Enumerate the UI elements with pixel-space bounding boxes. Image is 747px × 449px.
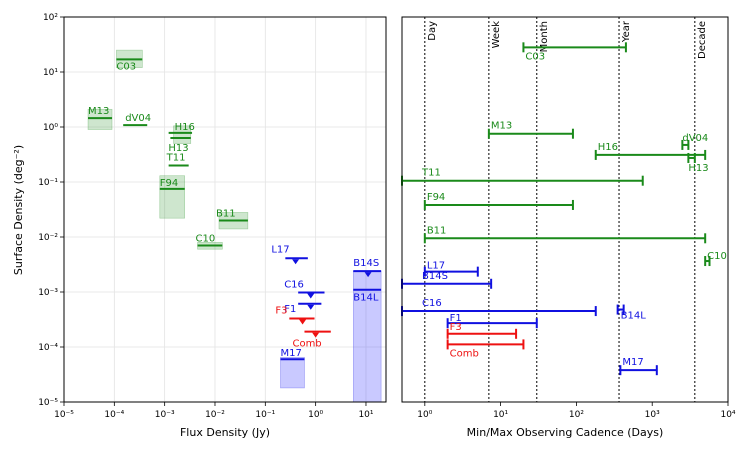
cadence-label-b14s: B14S [422,271,448,282]
cadence-label-f3: F3 [450,322,462,333]
cadence-label-f1: F1 [450,313,462,324]
survey-label-f1: F1 [284,304,296,315]
survey-marker-c16 [307,293,315,299]
survey-label-comb: Comb [292,339,321,350]
reference-label-decade: Decade [697,21,708,59]
right-x-axis-label: Min/Max Observing Cadence (Days) [467,426,664,439]
survey-box-f94 [159,175,185,219]
x-tick-label: 10⁻¹ [255,410,275,420]
y-tick-label: 10⁰ [43,123,58,133]
cadence-label-h13: H13 [688,163,708,174]
cadence-label-m13: M13 [491,121,512,132]
y-tick-label: 10⁻⁵ [38,398,58,408]
cadence-label-f94: F94 [427,192,445,203]
cadence-label-comb: Comb [450,348,479,359]
y-tick-label: 10⁻¹ [38,178,58,188]
reference-label-week: Week [491,21,502,49]
survey-label-b14s: B14S [353,258,379,269]
cadence-label-b14l: B14L [621,311,647,322]
cadence-label-b11: B11 [427,225,447,236]
x-tick-label: 10⁰ [308,410,323,420]
survey-marker-b14s [364,272,372,278]
x-tick-label: 10⁻² [205,410,225,420]
survey-label-l17: L17 [271,244,289,255]
cadence-label-t11: T11 [421,168,441,179]
cadence-label-dv04: dV04 [682,133,708,144]
left-y-axis-label: Surface Density (deg⁻²) [12,145,25,275]
x-tick-label: 10⁴ [720,410,735,420]
x-tick-label: 10¹ [358,410,373,420]
left-plot-frame [63,16,387,403]
x-tick-label: 10⁻⁵ [54,410,74,420]
survey-box-h16 [173,125,192,144]
survey-label-h13: H13 [168,143,188,154]
survey-label-t11: T11 [166,152,186,163]
reference-label-day: Day [427,21,438,41]
survey-marker-comb [312,332,320,338]
y-tick-label: 10⁻⁴ [38,343,58,353]
cadence-label-c10: C10 [707,251,727,262]
survey-label-c03: C03 [116,61,136,72]
right-plot-frame [401,16,729,403]
survey-label-b14l: B14L [353,293,379,304]
cadence-label-m17: M17 [622,357,643,368]
cadence-label-c16: C16 [422,298,442,309]
cadence-label-c03: C03 [525,51,545,62]
y-tick-label: 10¹ [43,68,58,78]
survey-box-m13 [87,108,113,130]
x-tick-label: 10⁻³ [155,410,175,420]
x-tick-label: 10³ [645,410,660,420]
y-tick-label: 10² [43,13,58,23]
survey-label-f94: F94 [160,178,178,189]
survey-label-m13: M13 [88,106,109,117]
x-tick-label: 10¹ [493,410,508,420]
survey-label-dv04: dV04 [125,113,151,124]
survey-label-m17: M17 [280,348,301,359]
survey-marker-f3 [299,319,307,325]
survey-label-c16: C16 [284,279,304,290]
survey-box-b14s [352,270,382,403]
cadence-label-h16: H16 [598,142,618,153]
reference-label-month: Month [539,21,550,52]
reference-label-year: Year [621,20,632,43]
survey-label-h16: H16 [175,122,195,133]
cadence-label-l17: L17 [427,261,445,272]
x-tick-label: 10² [569,410,584,420]
x-tick-label: 10⁰ [417,410,432,420]
survey-label-c10: C10 [196,234,216,245]
left-panel-flux-density: 10⁻⁵ 10⁻⁴ 10⁻³ 10⁻² 10⁻¹ 10⁰ 10¹ 10⁻⁵ 10⁻⁴ 10⁻³ 10… [38,13,387,420]
survey-label-f3: F3 [275,305,287,316]
survey-marker-f1 [307,304,315,310]
survey-box-m17 [280,356,305,389]
left-x-axis-label: Flux Density (Jy) [180,426,270,439]
survey-marker-l17 [292,259,300,265]
y-tick-label: 10⁻² [38,233,58,243]
x-tick-label: 10⁻⁴ [104,410,124,420]
survey-label-b11: B11 [216,208,236,219]
y-tick-label: 10⁻³ [38,288,58,298]
right-panel-cadence: 10⁰ 10¹ 10² 10³ 10⁴ Day Week Month Year Decade C03… [401,16,736,420]
